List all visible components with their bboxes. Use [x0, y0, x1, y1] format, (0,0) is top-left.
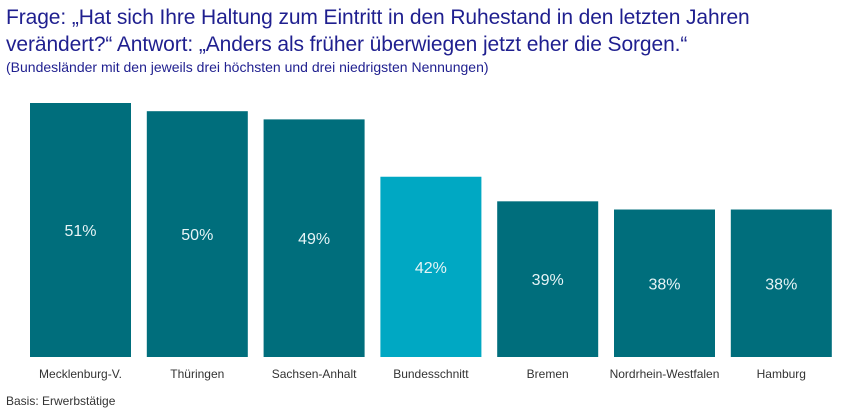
data-label: 38%	[765, 276, 797, 293]
category-label: Mecklenburg-V.	[39, 367, 122, 381]
chart-title: Frage: „Hat sich Ihre Haltung zum Eintri…	[6, 6, 750, 56]
category-label: Nordrhein-Westfalen	[610, 367, 720, 381]
bar	[30, 103, 131, 357]
data-label: 42%	[415, 260, 447, 277]
bar	[614, 209, 715, 357]
chart-subtitle: (Bundesländer mit den jeweils drei höchs…	[6, 59, 489, 75]
bar	[380, 176, 482, 357]
category-label: Sachsen-Anhalt	[272, 367, 357, 381]
bar	[146, 111, 248, 358]
data-label: 49%	[298, 231, 330, 248]
category-label: Hamburg	[757, 367, 806, 381]
bar	[263, 119, 365, 357]
bar	[730, 209, 832, 357]
category-label: Bremen	[527, 367, 569, 381]
footnote: Basis: Erwerbstätige	[6, 394, 116, 408]
data-label: 50%	[181, 227, 213, 244]
category-label: Thüringen	[170, 367, 224, 381]
data-label: 51%	[64, 223, 96, 240]
data-label: 38%	[648, 276, 680, 293]
category-label: Bundesschnitt	[393, 367, 469, 381]
bar	[497, 201, 599, 357]
data-label: 39%	[532, 272, 564, 289]
